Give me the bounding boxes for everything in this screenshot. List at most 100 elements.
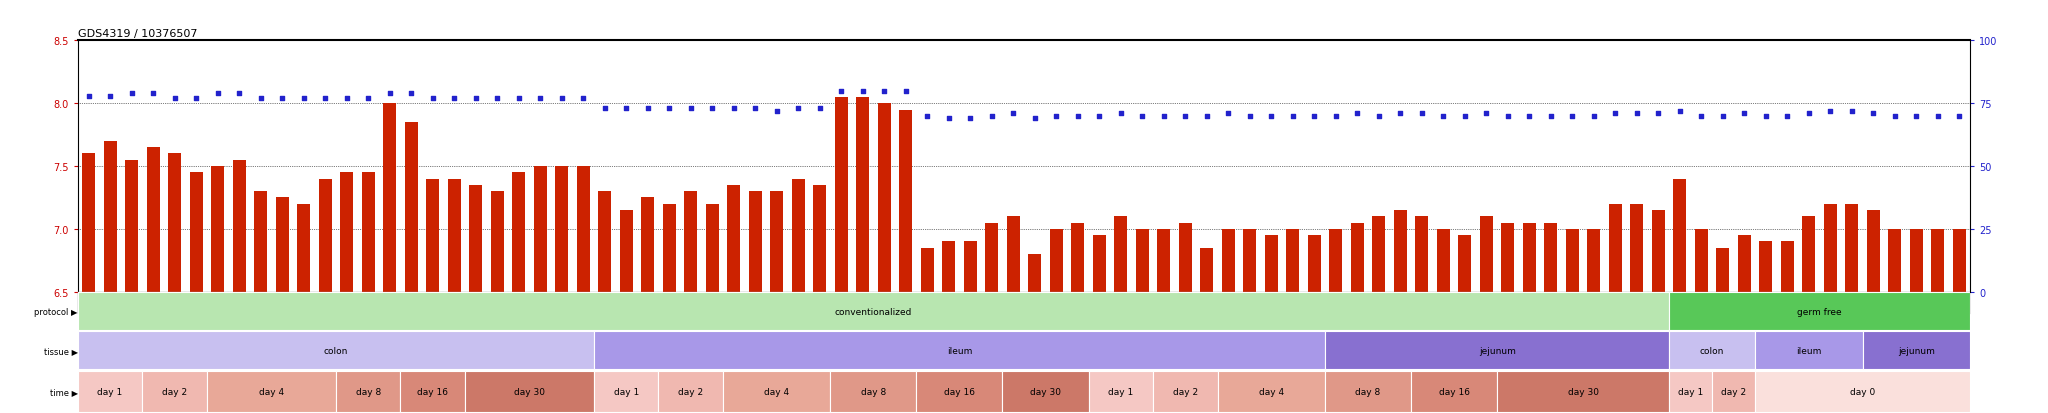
Point <box>1921 113 1954 120</box>
Bar <box>1653 211 1665 292</box>
Text: conventionalized: conventionalized <box>836 307 911 316</box>
Bar <box>78 370 143 412</box>
Point <box>610 106 643 112</box>
Point <box>1772 113 1804 120</box>
Point <box>653 106 686 112</box>
Text: day 2: day 2 <box>678 387 702 396</box>
Bar <box>336 292 356 315</box>
Bar <box>1180 223 1192 292</box>
Point <box>739 106 772 112</box>
Bar <box>211 166 223 292</box>
Point <box>137 90 170 97</box>
Bar <box>1497 292 1518 315</box>
Bar <box>233 160 246 292</box>
Bar <box>362 173 375 292</box>
Bar <box>1845 204 1858 292</box>
Bar <box>1438 229 1450 292</box>
Bar <box>614 292 637 315</box>
Point <box>94 93 127 100</box>
Bar <box>1948 292 1970 315</box>
Bar <box>1954 229 1966 292</box>
Point <box>1749 113 1782 120</box>
Bar <box>1669 293 1970 330</box>
Text: protocol ▶: protocol ▶ <box>35 307 78 316</box>
Bar <box>1067 292 1087 315</box>
Point <box>287 96 319 102</box>
Bar <box>594 292 614 315</box>
Bar <box>147 148 160 292</box>
Point <box>1276 113 1309 120</box>
Bar <box>227 292 250 315</box>
Point <box>545 96 578 102</box>
Bar <box>184 292 207 315</box>
Bar <box>1475 292 1497 315</box>
Point <box>1061 113 1094 120</box>
Bar <box>1911 229 1923 292</box>
Point <box>1126 113 1159 120</box>
Bar <box>621 211 633 292</box>
Text: day 0: day 0 <box>1849 387 1876 396</box>
Text: colon: colon <box>324 346 348 355</box>
Text: colon: colon <box>1700 346 1724 355</box>
Point <box>1944 113 1976 120</box>
Bar <box>528 292 551 315</box>
Bar <box>571 292 594 315</box>
Point <box>1729 111 1761 117</box>
Bar <box>895 292 915 315</box>
Bar <box>879 104 891 292</box>
Bar <box>1389 292 1411 315</box>
Bar <box>1024 292 1044 315</box>
Point <box>1792 111 1825 117</box>
Bar <box>942 242 954 292</box>
Point <box>1341 111 1374 117</box>
Text: day 30: day 30 <box>514 387 545 396</box>
Bar <box>78 292 98 315</box>
Point <box>1556 113 1589 120</box>
Bar <box>82 154 94 292</box>
Bar <box>852 292 872 315</box>
Point <box>911 113 944 120</box>
Bar <box>745 292 766 315</box>
Point <box>696 106 729 112</box>
Bar <box>141 370 207 412</box>
Text: day 1: day 1 <box>1108 387 1133 396</box>
Bar <box>340 173 352 292</box>
Bar <box>1348 292 1368 315</box>
Bar <box>1196 292 1217 315</box>
Text: day 16: day 16 <box>418 387 449 396</box>
Bar <box>1782 242 1794 292</box>
Bar <box>1716 248 1729 292</box>
Point <box>1686 113 1718 120</box>
Bar <box>1153 292 1174 315</box>
Bar <box>793 179 805 292</box>
Point <box>1878 113 1911 120</box>
Bar <box>551 292 571 315</box>
Point <box>416 96 449 102</box>
Bar <box>1501 223 1513 292</box>
Bar <box>1647 292 1669 315</box>
Bar <box>1352 223 1364 292</box>
Point <box>1835 108 1868 115</box>
Bar <box>659 370 723 412</box>
Bar <box>492 192 504 292</box>
Bar <box>1153 370 1217 412</box>
Bar <box>487 292 508 315</box>
Bar <box>1864 292 1884 315</box>
Bar <box>1411 370 1497 412</box>
Bar <box>915 292 938 315</box>
Bar <box>985 223 997 292</box>
Text: day 16: day 16 <box>1438 387 1470 396</box>
Bar <box>1905 292 1927 315</box>
Bar <box>1587 229 1599 292</box>
Bar <box>1690 292 1712 315</box>
Bar <box>1094 235 1106 292</box>
Point <box>1104 111 1137 117</box>
Point <box>1513 113 1546 120</box>
Point <box>1858 111 1890 117</box>
Bar <box>965 242 977 292</box>
Bar <box>1927 292 1948 315</box>
Bar <box>1130 292 1153 315</box>
Bar <box>98 292 121 315</box>
Point <box>244 96 276 102</box>
Bar <box>276 198 289 292</box>
